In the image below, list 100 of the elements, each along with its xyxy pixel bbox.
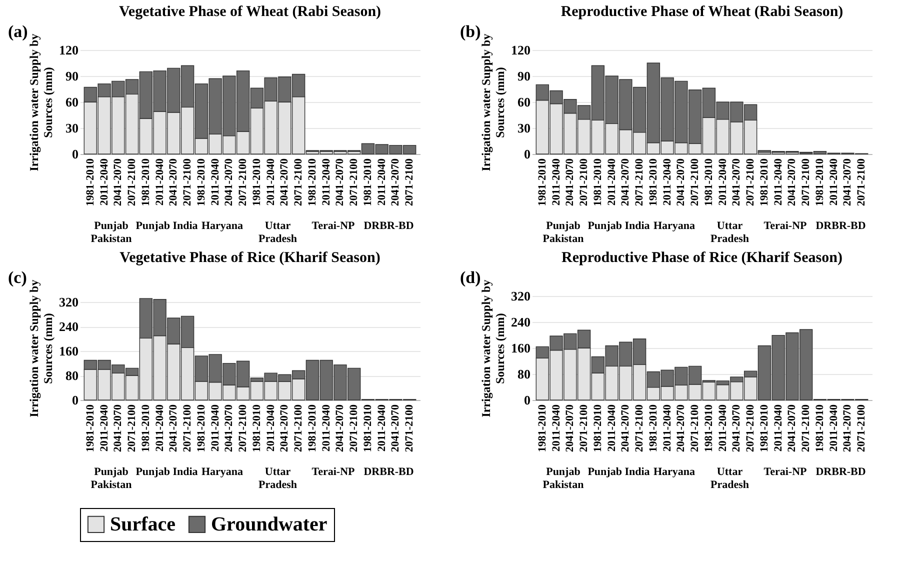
text: Punjab Pakistan — [90, 466, 132, 491]
text: DRBR-BD — [364, 220, 414, 232]
y-tick-label: 240 — [59, 319, 78, 334]
y-tick-label: 90 — [518, 68, 530, 84]
x-tick-label: 1981-2010 — [195, 404, 208, 452]
x-tick-label: 1981-2010 — [362, 158, 374, 206]
x-tick-label: 1981-2010 — [647, 404, 660, 452]
x-tick-label: 2011-2040 — [661, 404, 674, 452]
x-tick-label: 2041-2070 — [842, 158, 854, 206]
text: Uttar Pradesh — [710, 466, 750, 491]
x-tick-label: 2071-2100 — [292, 158, 305, 206]
y-axis-title: Irrigation water Supply by Sources (mm) — [27, 34, 55, 172]
x-tick-label: 1981-2010 — [140, 158, 152, 206]
chart-title: Vegetative Phase of Wheat (Rabi Season) — [118, 4, 382, 20]
x-tick-label: 2071-2100 — [744, 158, 757, 206]
x-tick-label: 2041-2070 — [223, 404, 236, 452]
x-tick-label: 1981-2010 — [814, 404, 826, 452]
y-axis-title: Irrigation water Supply by Sources (mm) — [479, 34, 507, 172]
y-tick-label: 0 — [524, 392, 530, 408]
x-tick-label: 1981-2010 — [362, 404, 374, 452]
x-tick-label: 2041-2070 — [390, 404, 402, 452]
text: Punjab India — [136, 220, 198, 232]
text: Uttar Pradesh — [258, 466, 298, 491]
x-tick-label: 2071-2100 — [237, 158, 250, 206]
x-tick-label: 1981-2010 — [84, 404, 96, 452]
x-tick-label: 2041-2070 — [786, 404, 798, 452]
x-tick-label: 2071-2100 — [800, 404, 812, 452]
y-tick-label: 30 — [518, 120, 530, 136]
x-tick-label: 2071-2100 — [744, 404, 757, 452]
x-tick-label: 2041-2070 — [334, 158, 346, 206]
x-tick-label: 2011-2040 — [772, 404, 784, 452]
x-tick-label: 2071-2100 — [404, 404, 416, 452]
text: Terai-NP — [764, 220, 808, 232]
x-tick-label: 1981-2010 — [647, 158, 660, 206]
x-tick-label: 2071-2100 — [800, 158, 812, 206]
x-tick-label: 1981-2010 — [306, 158, 318, 206]
x-tick-label: 2071-2100 — [578, 404, 590, 452]
text: Haryana — [653, 466, 696, 478]
text: Haryana — [201, 466, 244, 478]
x-tick-label: 2011-2040 — [661, 158, 674, 206]
legend-label: Groundwater — [211, 513, 328, 536]
text: (b) — [460, 22, 481, 41]
x-tick-label: 2041-2070 — [334, 404, 346, 452]
x-tick-label: 2041-2070 — [168, 404, 180, 452]
x-tick-label: 2011-2040 — [320, 404, 332, 452]
x-tick-label: 1981-2010 — [306, 404, 318, 452]
x-tick-label: 2041-2070 — [112, 404, 124, 452]
x-tick-label: 2011-2040 — [550, 404, 562, 452]
x-tick-label: 2071-2100 — [182, 158, 194, 206]
x-tick-label: 2041-2070 — [390, 158, 402, 206]
chart-title: Reproductive Phase of Rice (Kharif Season) — [562, 250, 842, 266]
x-tick-label: 1981-2010 — [536, 158, 548, 206]
x-tick-label: 2071-2100 — [348, 158, 360, 206]
x-tick-label: 2041-2070 — [842, 404, 854, 452]
x-tick-label: 1981-2010 — [702, 158, 715, 206]
x-tick-label: 2011-2040 — [264, 404, 277, 452]
x-tick-label: 2071-2100 — [404, 158, 416, 206]
x-tick-label: 1981-2010 — [758, 158, 770, 206]
text: (c) — [8, 268, 27, 287]
x-tick-label: 2011-2040 — [209, 404, 222, 452]
x-tick-label: 2011-2040 — [828, 404, 840, 452]
y-tick-label: 0 — [72, 146, 78, 162]
chart-title: Reproductive Phase of Wheat (Rabi Season) — [560, 4, 844, 20]
x-tick-label: 2011-2040 — [828, 158, 840, 206]
chart-title: Vegetative Phase of Rice (Kharif Season) — [120, 250, 380, 266]
x-tick-label: 2071-2100 — [578, 158, 590, 206]
x-tick-label: 2071-2100 — [689, 404, 702, 452]
x-tick-label: 2011-2040 — [772, 158, 784, 206]
text: Punjab India — [588, 220, 650, 232]
text: DRBR-BD — [816, 466, 866, 478]
text: Haryana — [201, 220, 244, 232]
text: Terai-NP — [312, 466, 356, 478]
x-tick-label: 2041-2070 — [564, 404, 576, 452]
x-tick-label: 2011-2040 — [98, 404, 110, 452]
text: DRBR-BD — [364, 466, 414, 478]
x-tick-label: 2011-2040 — [716, 404, 729, 452]
y-tick-label: 0 — [524, 146, 530, 162]
x-tick-label: 2011-2040 — [320, 158, 332, 206]
x-tick-label: 1981-2010 — [592, 158, 604, 206]
y-tick-label: 60 — [66, 94, 78, 110]
x-tick-label: 2071-2100 — [856, 158, 868, 206]
y-axis-title: Irrigation water Supply by Sources (mm) — [479, 280, 507, 418]
text: (d) — [460, 268, 481, 287]
y-tick-label: 60 — [518, 94, 530, 110]
x-tick-label: 2011-2040 — [716, 158, 729, 206]
y-tick-label: 320 — [511, 288, 530, 304]
y-tick-label: 90 — [66, 68, 78, 84]
x-tick-label: 2071-2100 — [126, 158, 138, 206]
x-tick-label: 1981-2010 — [250, 158, 263, 206]
x-tick-label: 1981-2010 — [702, 404, 715, 452]
y-tick-label: 160 — [59, 344, 78, 359]
text: Uttar Pradesh — [258, 220, 298, 245]
x-tick-label: 1981-2010 — [195, 158, 208, 206]
x-tick-label: 2071-2100 — [182, 404, 194, 452]
x-tick-label: 1981-2010 — [592, 404, 604, 452]
x-tick-label: 2041-2070 — [278, 158, 291, 206]
x-tick-label: 2011-2040 — [376, 158, 388, 206]
x-tick-label: 2011-2040 — [98, 158, 110, 206]
text: Terai-NP — [312, 220, 356, 232]
x-tick-label: 2041-2070 — [620, 404, 632, 452]
